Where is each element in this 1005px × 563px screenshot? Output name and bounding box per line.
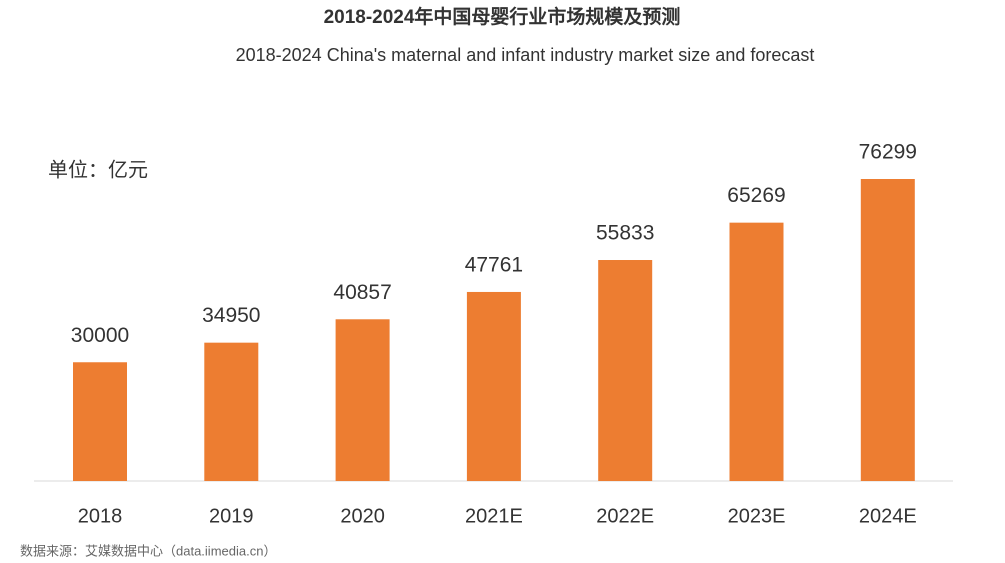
x-tick-label: 2019 xyxy=(209,505,254,527)
value-label: 55833 xyxy=(596,222,654,245)
bar xyxy=(73,362,127,481)
value-label: 47761 xyxy=(465,254,523,277)
value-label: 40857 xyxy=(333,281,391,304)
chart-title: 2018-2024年中国母婴行业市场规模及预测 xyxy=(324,5,681,28)
unit-label: 单位：亿元 xyxy=(48,158,148,181)
x-tick-label: 2021E xyxy=(465,505,523,527)
value-label: 30000 xyxy=(71,324,129,347)
value-label: 34950 xyxy=(202,304,260,327)
bar xyxy=(466,291,521,481)
bar xyxy=(729,222,784,482)
value-label: 65269 xyxy=(727,184,785,207)
value-label: 76299 xyxy=(859,141,917,164)
x-tick-label: 2024E xyxy=(859,505,917,527)
bar xyxy=(335,319,390,481)
x-tick-label: 2023E xyxy=(728,505,786,527)
x-tick-label: 2020 xyxy=(340,505,385,527)
bar xyxy=(860,179,915,481)
chart-subtitle: 2018-2024 China's maternal and infant in… xyxy=(236,45,815,65)
source-note: 数据来源：艾媒数据中心（data.iimedia.cn） xyxy=(20,543,276,558)
bar xyxy=(204,342,259,481)
bar xyxy=(598,260,653,481)
x-tick-label: 2018 xyxy=(78,505,123,527)
x-tick-label: 2022E xyxy=(596,505,654,527)
